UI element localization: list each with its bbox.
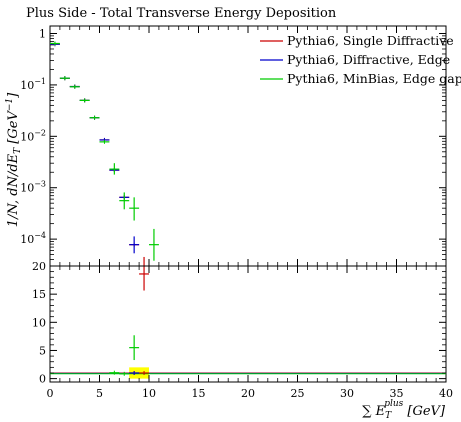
x-tick-label: 30 bbox=[340, 387, 354, 400]
main-x-ticks bbox=[49, 26, 447, 266]
x-tick-label: 15 bbox=[192, 387, 206, 400]
x-axis-label-sub: T bbox=[385, 411, 392, 421]
main-y-tick-label: 10−3 bbox=[20, 180, 46, 195]
x-axis-label-sup: plus bbox=[384, 399, 403, 409]
x-tick-label: 40 bbox=[439, 387, 453, 400]
legend-label-diffractive-edge: Pythia6, Diffractive, Edge bbox=[287, 52, 450, 67]
ratio-y-tick-label: 5 bbox=[39, 344, 46, 357]
x-tick-label: 5 bbox=[96, 387, 103, 400]
ratio-x-ticks: 0 5 10 15 20 25 30 35 40 bbox=[47, 266, 453, 400]
main-plot-panel: 1 10−1 10−2 10−3 10−4 bbox=[20, 25, 447, 291]
x-tick-label: 0 bbox=[47, 387, 54, 400]
x-tick-label: 10 bbox=[142, 387, 156, 400]
ratio-plot-frame bbox=[49, 265, 447, 383]
x-axis-label: ∑ ETplus [GeV] bbox=[362, 399, 446, 421]
y-axis-label: 1/N, dN/dET [GeV−1] bbox=[5, 92, 23, 227]
main-data-points bbox=[50, 41, 159, 291]
x-axis-label-sum: ∑ E bbox=[362, 404, 385, 419]
y-axis-label-unit-exp: −1 bbox=[5, 98, 15, 111]
x-tick-label: 20 bbox=[241, 387, 255, 400]
x-axis-label-unit: [GeV] bbox=[403, 404, 446, 419]
ratio-data-points bbox=[109, 335, 149, 376]
main-y-tick-label: 10−1 bbox=[20, 77, 46, 92]
ratio-y-tick-label: 20 bbox=[32, 260, 46, 273]
main-y-tick-label: 10−4 bbox=[20, 231, 46, 246]
ratio-y-tick-label: 10 bbox=[32, 316, 46, 329]
main-y-tick-label: 1 bbox=[39, 28, 46, 41]
y-axis-label-unit-close: ] bbox=[6, 92, 21, 99]
x-tick-label: 35 bbox=[390, 387, 404, 400]
chart-title: Plus Side - Total Transverse Energy Depo… bbox=[26, 6, 337, 21]
y-axis-label-main: 1/N, dN/dE bbox=[6, 153, 21, 227]
main-y-tick-label: 10−2 bbox=[20, 128, 46, 143]
ratio-y-tick-label: 0 bbox=[39, 373, 46, 386]
legend: Pythia6, Single Diffractive Pythia6, Dif… bbox=[260, 33, 461, 86]
legend-label-single-diffractive: Pythia6, Single Diffractive bbox=[287, 33, 454, 48]
ratio-y-ticks: 0 5 10 15 20 bbox=[32, 260, 446, 386]
y-axis-label-unit-open: [GeV bbox=[6, 110, 21, 148]
y-axis-label-sub: T bbox=[13, 147, 23, 154]
ratio-plot-panel: 0 5 10 15 20 0 5 10 15 20 25 30 35 40 bbox=[32, 260, 453, 400]
legend-label-minbias-edge-gap: Pythia6, MinBias, Edge gap bbox=[287, 71, 461, 86]
main-y-ticks: 1 10−1 10−2 10−3 10−4 bbox=[20, 28, 446, 267]
x-tick-label: 25 bbox=[291, 387, 305, 400]
ratio-y-tick-label: 15 bbox=[32, 288, 46, 301]
